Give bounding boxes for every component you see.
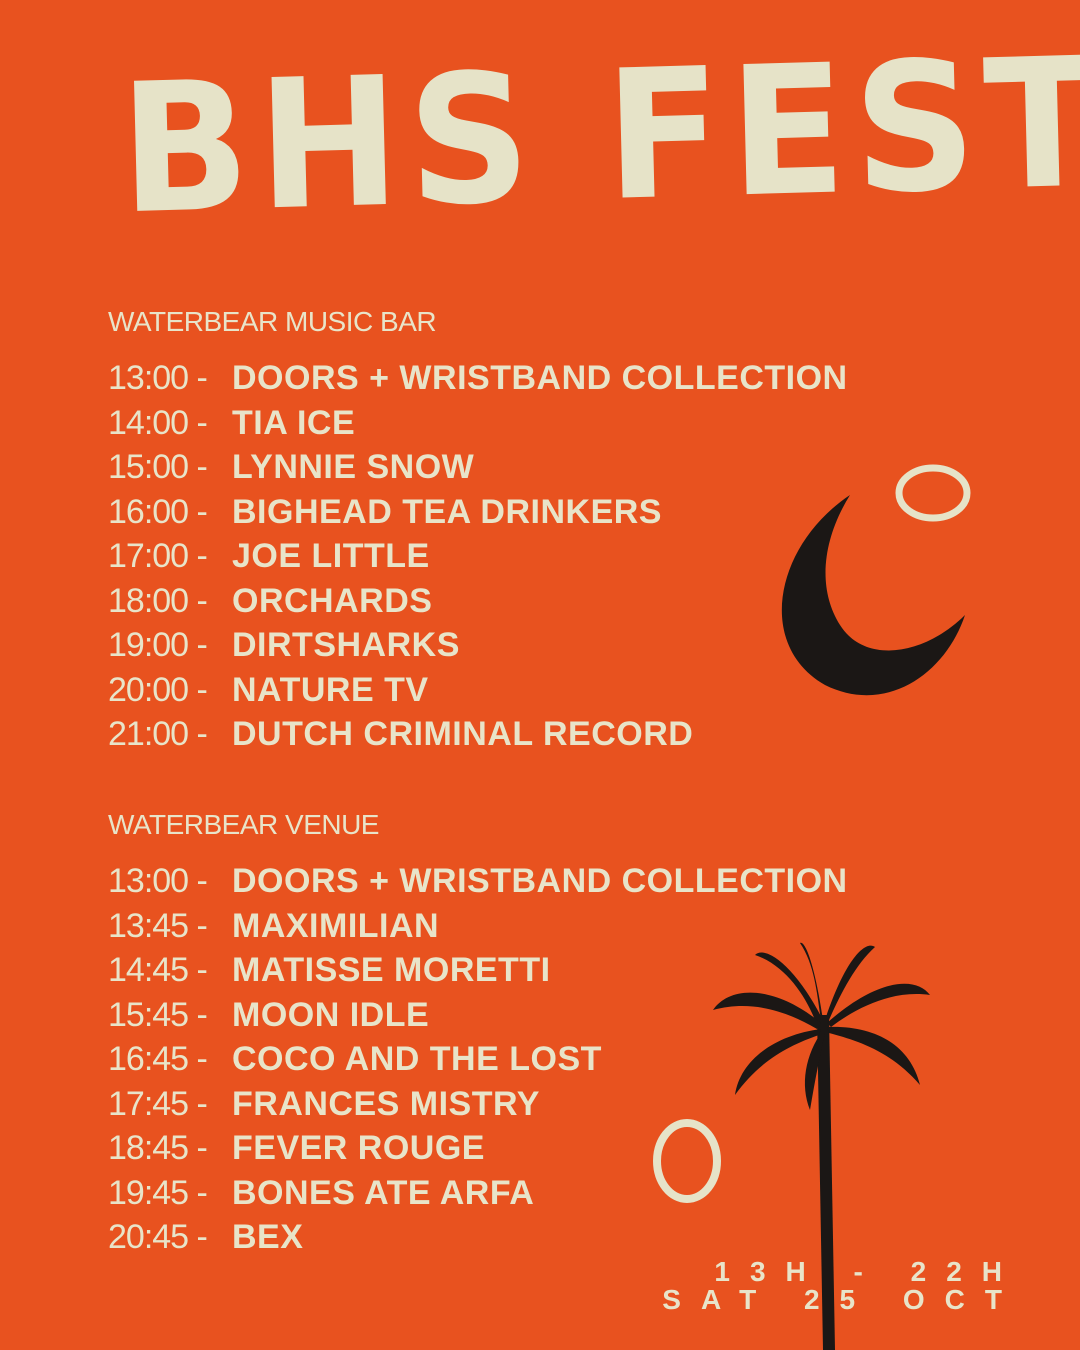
event-day: SAT 25 OCT [662,1284,1022,1315]
event-hours: 13H - 22H [714,1256,1022,1287]
act-name: NATURE TV [232,670,429,709]
schedule-row: 17:00 - JOE LITTLE [108,534,848,579]
set-time: 16:00 - [108,492,208,531]
act-name: DUTCH CRIMINAL RECORD [232,715,694,753]
schedule-row: 20:45 - BEX [108,1215,848,1260]
set-time: 14:45 - [108,951,208,989]
set-time: 17:00 - [108,537,208,575]
set-time: 18:00 - [108,581,208,620]
schedule-row: 16:45 - COCO AND THE LOST [108,1037,848,1082]
set-time: 19:45 - [108,1173,208,1212]
crescent-moon-icon [781,495,965,696]
schedule-row: 13:45 - MAXIMILIAN [108,904,848,949]
schedule-row: 13:00 - DOORS + WRISTBAND COLLECTION [108,859,848,904]
act-name: LYNNIE SNOW [232,448,475,486]
act-name: BIGHEAD TEA DRINKERS [232,492,662,531]
schedule-row: 18:45 - FEVER ROUGE [108,1126,848,1171]
set-time: 13:00 - [108,862,208,900]
schedule-row: 15:00 - LYNNIE SNOW [108,445,848,490]
set-time: 15:45 - [108,995,208,1034]
set-time: 15:00 - [108,448,208,486]
circle-doodle-icon [895,464,971,522]
act-name: DIRTSHARKS [232,626,460,664]
act-name: COCO AND THE LOST [232,1040,602,1078]
schedule-row: 17:45 - FRANCES MISTRY [108,1082,848,1127]
act-name: MAXIMILIAN [232,906,440,945]
section-heading: WATERBEAR MUSIC BAR [108,306,437,337]
set-time: 19:00 - [108,626,208,664]
act-name: JOE LITTLE [232,537,430,575]
act-name: MOON IDLE [232,995,430,1034]
schedule-row: 19:45 - BONES ATE ARFA [108,1171,848,1216]
schedule-row: 18:00 - ORCHARDS [108,579,848,624]
event-date: 13H - 22H SAT 25 OCT [662,1258,1022,1314]
section-heading: WATERBEAR VENUE [108,809,379,840]
act-name: BONES ATE ARFA [232,1173,535,1212]
schedule-row: 19:00 - DIRTSHARKS [108,623,848,668]
act-name: FRANCES MISTRY [232,1084,540,1123]
act-name: DOORS + WRISTBAND COLLECTION [232,359,848,397]
set-time: 20:45 - [108,1218,208,1256]
palm-tree-icon [713,942,930,1350]
set-time: 14:00 - [108,403,208,442]
act-name: BEX [232,1218,304,1256]
section-music-bar: WATERBEAR MUSIC BAR 13:00 - DOORS + WRIST… [108,306,848,757]
set-time: 21:00 - [108,715,208,753]
set-time: 20:00 - [108,670,208,709]
festival-title: BHS FEST [117,19,1080,255]
act-name: FEVER ROUGE [232,1129,485,1167]
act-name: ORCHARDS [232,581,433,620]
set-time: 18:45 - [108,1129,208,1167]
set-time: 13:00 - [108,359,208,397]
schedule-row: 14:45 - MATISSE MORETTI [108,948,848,993]
schedule-row: 16:00 - BIGHEAD TEA DRINKERS [108,490,848,535]
set-time: 13:45 - [108,906,208,945]
schedule-row: 21:00 - DUTCH CRIMINAL RECORD [108,712,848,757]
section-venue: WATERBEAR VENUE 13:00 - DOORS + WRISTBAND… [108,809,848,1260]
schedule-row: 14:00 - TIA ICE [108,401,848,446]
set-time: 16:45 - [108,1040,208,1078]
act-name: TIA ICE [232,403,356,442]
schedule-row: 13:00 - DOORS + WRISTBAND COLLECTION [108,356,848,401]
act-name: MATISSE MORETTI [232,951,551,989]
set-time: 17:45 - [108,1084,208,1123]
schedule-row: 20:00 - NATURE TV [108,668,848,713]
oval-doodle-icon [653,1119,721,1203]
schedule-row: 15:45 - MOON IDLE [108,993,848,1038]
act-name: DOORS + WRISTBAND COLLECTION [232,862,848,900]
